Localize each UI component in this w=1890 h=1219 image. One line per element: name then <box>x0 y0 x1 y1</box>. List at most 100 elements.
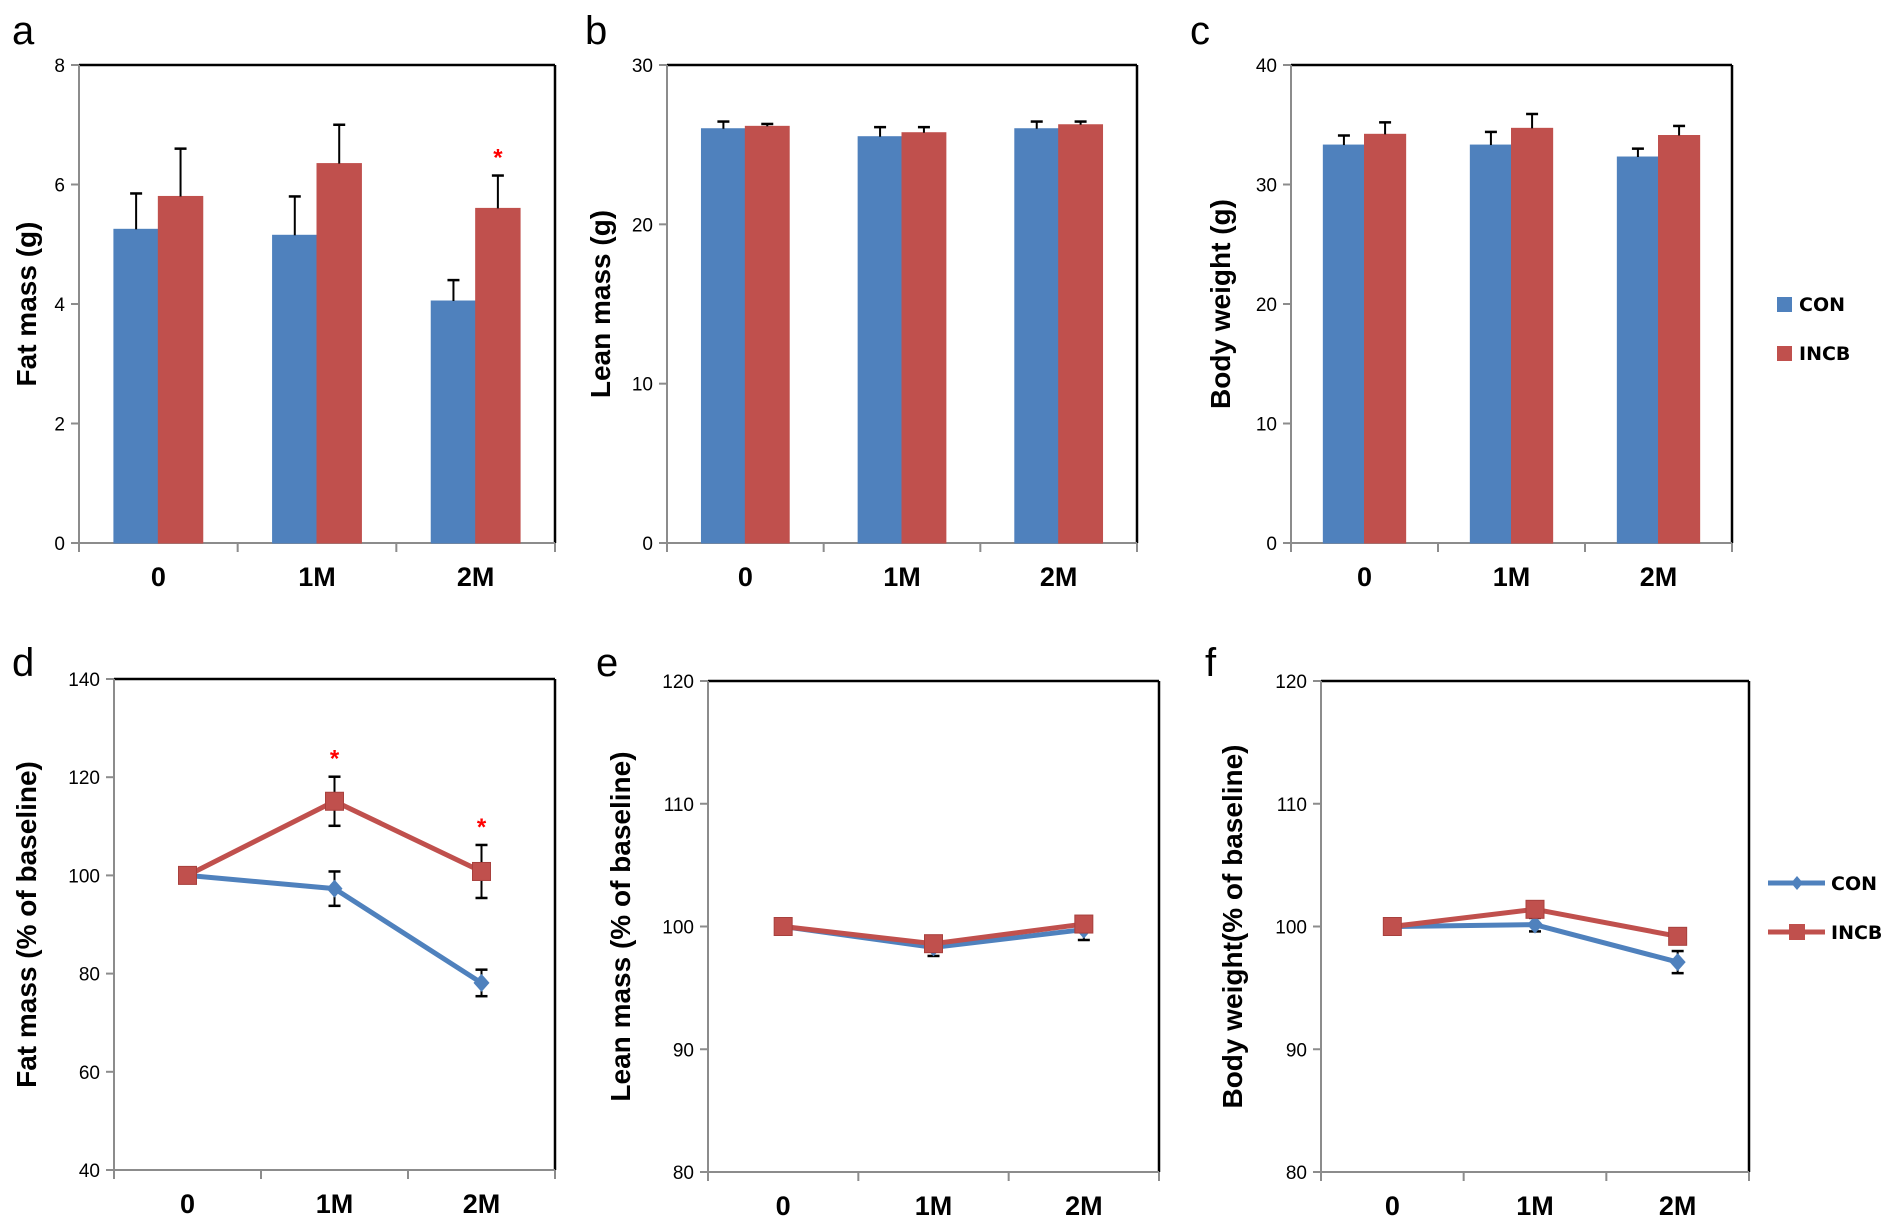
x-tick-label: 1M <box>316 1189 354 1219</box>
y-tick-label: 30 <box>1256 176 1277 197</box>
x-tick-label: 2M <box>457 562 495 592</box>
x-tick-label: 0 <box>180 1189 195 1219</box>
bar-incb <box>1658 135 1701 544</box>
y-tick-label: 20 <box>1256 295 1277 316</box>
panel-letter: f <box>1205 641 1217 685</box>
marker-diamond-con <box>326 879 343 898</box>
x-tick-label: 0 <box>1357 562 1372 592</box>
y-tick-label: 80 <box>79 965 100 986</box>
y-tick-label: 20 <box>632 215 653 236</box>
marker-square-incb <box>773 917 793 936</box>
panel-c: c 0 10 20 30 40 0 1M 2M Body weight (g) CON INCB <box>1190 9 1850 592</box>
y-tick-label: 100 <box>1275 918 1307 939</box>
bar-con <box>430 300 477 544</box>
legend-label: INCB <box>1831 922 1882 944</box>
legend-label: CON <box>1799 294 1845 316</box>
x-tick-label: 0 <box>151 562 166 592</box>
panel-letter: d <box>12 641 34 685</box>
x-tick-label: 2M <box>1065 1191 1103 1219</box>
x-tick-label: 1M <box>298 562 336 592</box>
y-tick-label: 100 <box>662 918 694 939</box>
marker-square-incb <box>1382 917 1402 936</box>
bar-con <box>1469 144 1512 544</box>
legend-label: INCB <box>1799 343 1850 365</box>
panel-f: f 80 90 100 110 120 0 1M 2M Body weight(% of base… <box>1205 641 1882 1219</box>
y-tick-label: 60 <box>79 1063 100 1084</box>
x-tick-label: 0 <box>1385 1191 1400 1219</box>
y-tick-label: 80 <box>673 1163 694 1184</box>
y-tick-label: 2 <box>54 415 65 436</box>
bar-con <box>1322 144 1365 544</box>
y-tick-label: 80 <box>1286 1163 1307 1184</box>
y-axis-title: Body weight (g) <box>1205 199 1236 409</box>
bar-con <box>113 228 159 544</box>
legend-swatch-con <box>1777 297 1792 312</box>
x-tick-label: 0 <box>738 562 753 592</box>
bar-incb <box>744 125 790 544</box>
y-tick-label: 120 <box>1275 672 1307 693</box>
panel-d: d 40 60 80 100 120 140 0 1M 2M Fat mass (% of base… <box>11 641 557 1219</box>
significance-asterisk: * <box>477 814 487 841</box>
y-tick-label: 30 <box>632 56 653 77</box>
y-tick-label: 4 <box>54 295 65 316</box>
bar-incb <box>1511 127 1554 544</box>
y-tick-label: 40 <box>1256 56 1277 77</box>
significance-asterisk: * <box>493 145 503 172</box>
y-tick-label: 90 <box>1286 1040 1307 1061</box>
marker-diamond-con <box>473 973 490 992</box>
x-tick-label: 2M <box>463 1189 501 1219</box>
legend-marker-diamond <box>1791 876 1803 890</box>
bar-con <box>1014 128 1060 544</box>
y-tick-label: 0 <box>642 534 653 555</box>
x-tick-label: 1M <box>883 562 921 592</box>
panel-a: a 0 2 4 6 8 0 1M 2M Fat mass (g) * <box>11 9 557 592</box>
bar-con <box>700 128 746 544</box>
y-axis-title: Fat mass (% of baseline) <box>11 761 42 1088</box>
y-tick-label: 110 <box>664 795 694 816</box>
legend-marker-square <box>1789 924 1805 940</box>
bar-incb <box>901 132 947 544</box>
bar-con <box>272 234 318 544</box>
bar-incb <box>1364 133 1407 544</box>
bar-incb <box>475 207 521 544</box>
x-tick-label: 2M <box>1659 1191 1697 1219</box>
y-axis-title: Fat mass (g) <box>11 222 42 387</box>
y-tick-label: 100 <box>68 866 100 887</box>
y-tick-label: 10 <box>1256 415 1277 436</box>
significance-asterisk: * <box>330 746 340 773</box>
y-tick-label: 10 <box>632 375 653 396</box>
marker-square-incb <box>1668 926 1688 946</box>
y-tick-label: 110 <box>1277 795 1307 816</box>
y-axis-title: Body weight(% of baseline) <box>1217 744 1248 1108</box>
y-tick-label: 8 <box>54 56 65 77</box>
legend: CON INCB <box>1768 873 1882 944</box>
y-tick-label: 40 <box>79 1161 100 1182</box>
legend-swatch-incb <box>1777 346 1792 361</box>
marker-diamond-con <box>1669 953 1686 972</box>
y-tick-label: 120 <box>662 672 694 693</box>
x-tick-label: 1M <box>1516 1191 1554 1219</box>
marker-square-incb <box>325 791 344 811</box>
marker-square-incb <box>178 865 197 885</box>
y-tick-label: 140 <box>68 670 100 691</box>
x-tick-label: 1M <box>915 1191 953 1219</box>
panel-letter: b <box>585 9 607 53</box>
legend: CON INCB <box>1777 294 1850 365</box>
y-axis-title: Lean mass (g) <box>585 210 616 398</box>
marker-square-incb <box>472 861 491 881</box>
panel-letter: e <box>596 641 618 685</box>
y-tick-label: 120 <box>68 768 100 789</box>
marker-square-incb <box>1525 899 1545 919</box>
y-tick-label: 0 <box>1266 534 1277 555</box>
bar-incb <box>157 195 204 544</box>
x-tick-label: 2M <box>1640 562 1678 592</box>
y-tick-label: 6 <box>54 176 65 197</box>
bar-incb <box>316 163 362 544</box>
panel-e: e 80 90 100 110 120 0 1M 2M Lean mass (% of basel… <box>596 641 1161 1219</box>
marker-diamond-con <box>1527 915 1543 934</box>
y-axis-title: Lean mass (% of baseline) <box>605 751 636 1101</box>
panel-b: b 0 10 20 30 0 1M 2M Lean mass (g) <box>585 9 1139 592</box>
marker-square-incb <box>924 934 943 954</box>
panel-letter: a <box>12 9 35 53</box>
